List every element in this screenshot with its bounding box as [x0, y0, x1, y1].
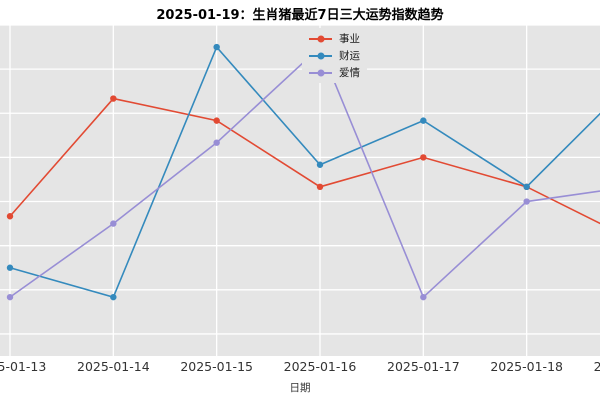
- legend: 事业 财运 爱情: [302, 28, 367, 83]
- x-tick-label: 2025-01-17: [387, 359, 460, 374]
- data-point-marker: [316, 183, 324, 191]
- legend-line-sample: [309, 69, 332, 76]
- data-point-marker: [213, 139, 220, 146]
- legend-item: 事业: [309, 31, 360, 46]
- legend-line-sample: [309, 35, 332, 42]
- data-point-marker: [420, 293, 427, 301]
- data-point-marker: [213, 117, 220, 124]
- legend-line-sample: [309, 52, 332, 59]
- data-point-marker: [523, 183, 530, 191]
- legend-item: 财运: [309, 48, 360, 63]
- legend-item: 爱情: [309, 65, 360, 80]
- x-tick-label: 2025-01-13: [0, 359, 46, 374]
- legend-label: 爱情: [339, 67, 360, 79]
- data-point-marker: [213, 43, 220, 51]
- data-point-marker: [6, 264, 14, 271]
- legend-label: 财运: [339, 50, 360, 62]
- data-point-marker: [110, 95, 117, 102]
- data-point-marker: [6, 213, 14, 220]
- chart-title: 2025-01-19：生肖猪最近7日三大运势指数趋势: [156, 8, 444, 23]
- data-point-marker: [420, 154, 427, 161]
- legend-marker-icon: [317, 52, 324, 59]
- x-axis-label: 日期: [289, 382, 311, 394]
- data-point-marker: [6, 293, 14, 301]
- legend-marker-icon: [317, 69, 324, 76]
- data-point-marker: [316, 161, 324, 168]
- x-tick-label: 2025-01-15: [180, 359, 253, 374]
- data-point-marker: [110, 220, 117, 227]
- x-tick-label: 2025-01-14: [77, 359, 150, 374]
- data-point-marker: [420, 117, 427, 124]
- plot-background: [0, 25, 600, 356]
- data-point-marker: [110, 293, 117, 301]
- legend-marker-icon: [317, 35, 324, 42]
- x-tick-label: 2025-01-16: [284, 359, 357, 374]
- x-tick-label: 2025-01-19: [594, 359, 600, 374]
- legend-label: 事业: [339, 33, 360, 45]
- x-tick-label: 2025-01-18: [490, 359, 563, 374]
- data-point-marker: [523, 198, 530, 205]
